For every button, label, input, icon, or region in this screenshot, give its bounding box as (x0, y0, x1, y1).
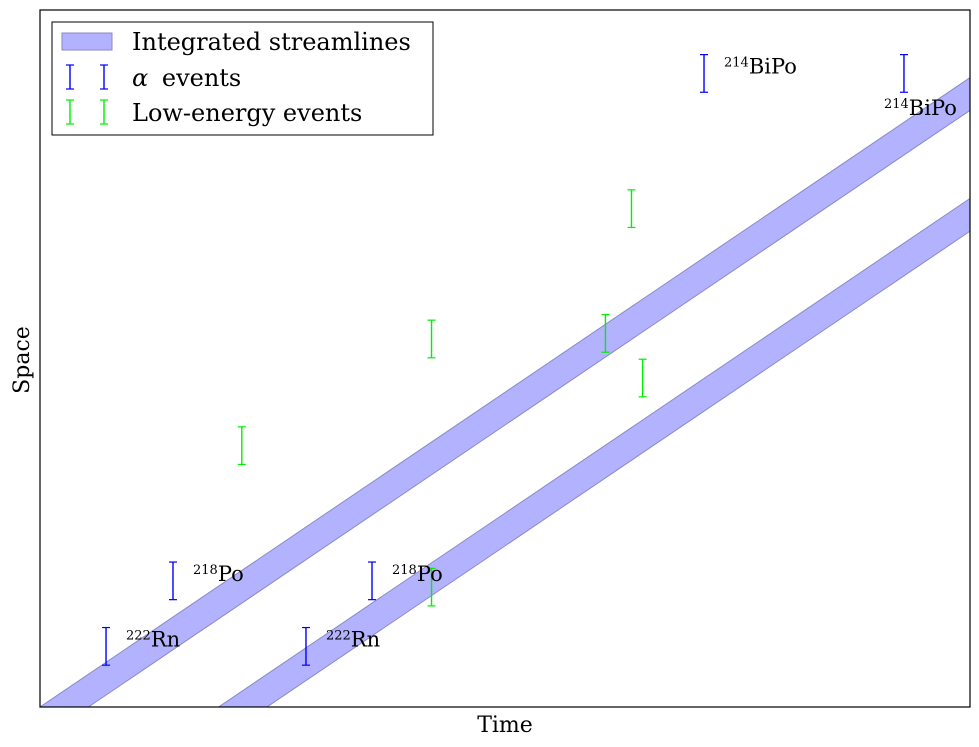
legend: Integrated streamlines α events Low-ener… (51, 21, 434, 136)
legend-swatch-alpha (66, 64, 108, 90)
streamline-band-2 (217, 197, 970, 707)
legend-label-alpha-symbol: α (132, 64, 148, 92)
alpha-event-6 (899, 54, 908, 93)
low-energy-event-2 (427, 319, 436, 359)
isotope-element-2: Po (218, 562, 244, 586)
isotope-element-4: Po (417, 562, 443, 586)
isotope-element-6: BiPo (909, 96, 957, 120)
low-energy-event-1 (237, 426, 246, 466)
legend-alpha-bar-2 (100, 64, 108, 90)
isotope-mass-6: 214 (884, 97, 909, 112)
streamline-band-1 (40, 77, 970, 707)
alpha-event-1 (102, 626, 111, 666)
isotope-label-2: 218Po (193, 562, 244, 586)
isotope-mass-1: 222 (126, 628, 151, 643)
legend-swatch-low-energy (66, 99, 108, 125)
isotope-label-4: 218Po (392, 562, 443, 586)
legend-alpha-bar-1 (66, 64, 74, 90)
low-energy-event-5 (601, 313, 610, 353)
legend-low-bar-2 (100, 99, 108, 125)
y-axis-label: Space (10, 326, 35, 394)
x-axis-label: Time (477, 713, 533, 738)
isotope-label-3: 222Rn (326, 627, 380, 651)
low-energy-event-6 (638, 358, 647, 398)
legend-label-streamlines: Integrated streamlines (132, 28, 411, 56)
isotope-mass-3: 222 (326, 628, 351, 643)
isotope-mass-4: 218 (392, 563, 417, 578)
legend-label-low-energy: Low-energy events (132, 99, 362, 127)
isotope-mass-5: 214 (724, 55, 749, 70)
isotope-label-5: 214BiPo (724, 54, 797, 78)
plot-frame (39, 9, 971, 708)
isotope-element-5: BiPo (749, 54, 797, 78)
isotope-label-6: 214BiPo (884, 96, 957, 120)
alpha-event-4 (368, 561, 377, 601)
legend-box (51, 21, 434, 136)
legend-label-alpha-text: events (162, 64, 241, 92)
isotope-element-1: Rn (151, 627, 180, 651)
alpha-event-3 (301, 626, 310, 666)
low-energy-event-4 (627, 189, 636, 229)
isotope-element-3: Rn (351, 627, 380, 651)
isotope-mass-2: 218 (193, 563, 218, 578)
streamline-bands (40, 77, 970, 707)
legend-label-alpha: α events (132, 64, 241, 92)
isotope-label-1: 222Rn (126, 627, 180, 651)
low-energy-event-3 (427, 567, 436, 607)
legend-low-bar-1 (66, 99, 74, 125)
alpha-event-5 (700, 54, 709, 93)
legend-swatch-band (61, 32, 113, 51)
alpha-event-2 (168, 561, 177, 601)
event-markers (102, 54, 908, 666)
